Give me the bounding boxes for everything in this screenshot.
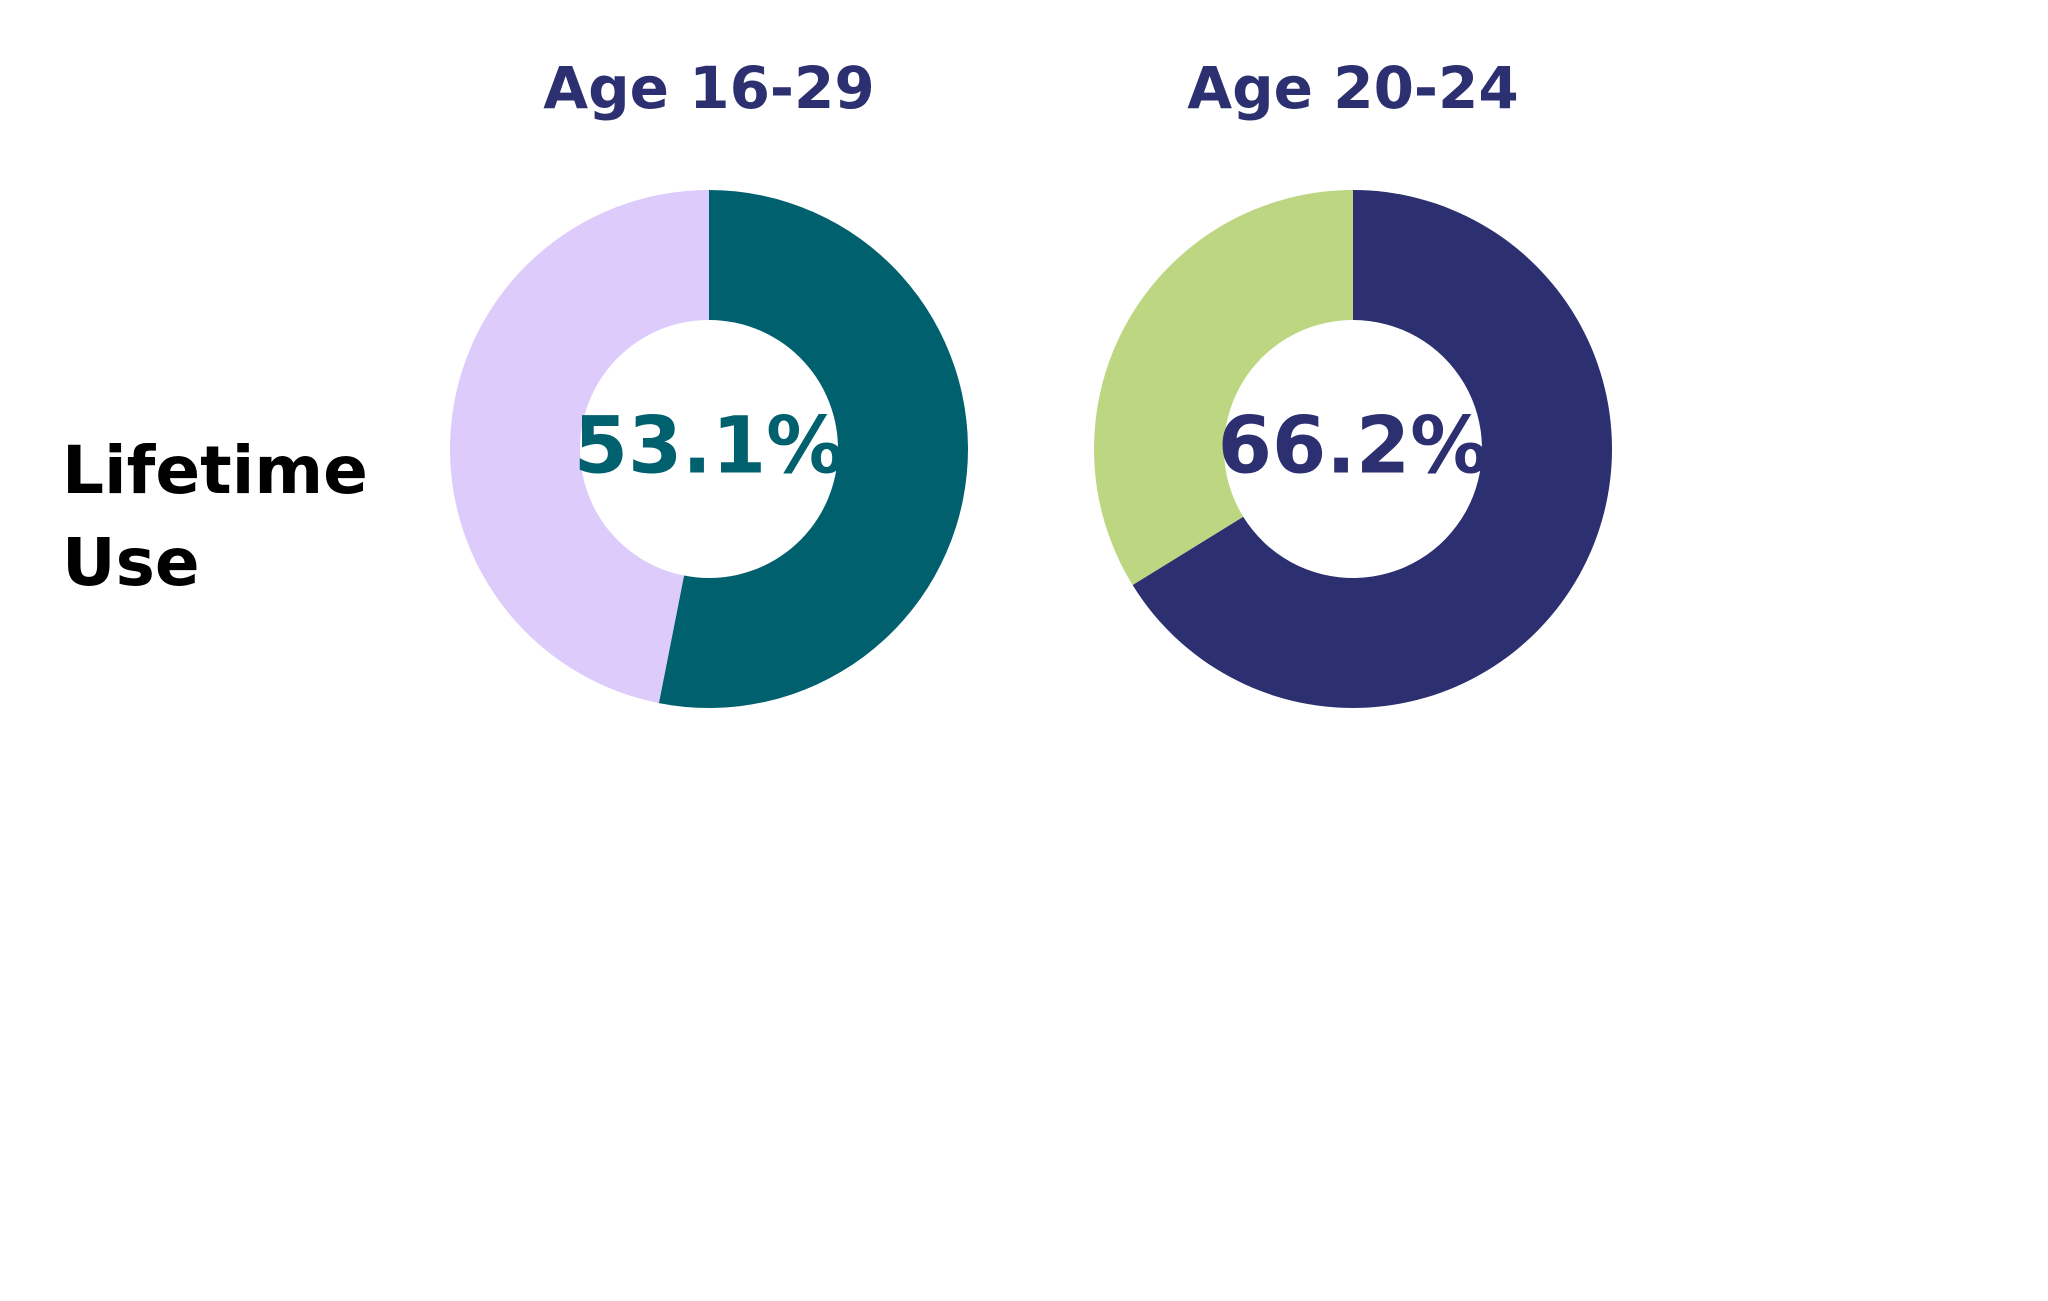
donut-segment	[1132, 190, 1612, 708]
row-label: Lifetime Use	[62, 432, 368, 601]
center-label: 66.2%	[1218, 401, 1489, 491]
donut-segment	[1094, 190, 1353, 586]
center-label: 53.1%	[574, 401, 845, 491]
donut-segment	[658, 190, 969, 708]
chart-title: Age 20-24	[1187, 54, 1518, 122]
chart-title: Age 16-29	[543, 54, 874, 122]
donut-segment	[450, 190, 709, 704]
